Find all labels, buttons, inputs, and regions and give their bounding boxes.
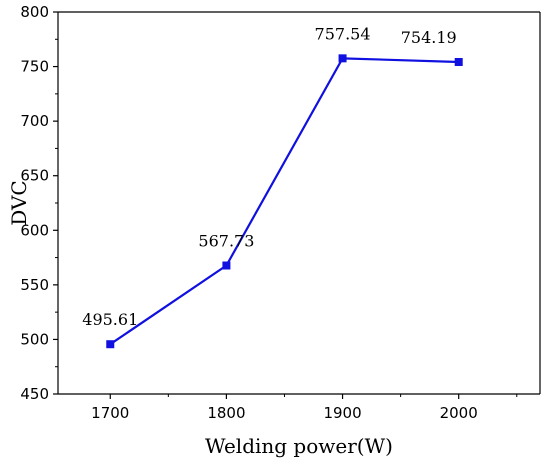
data-point-marker: [106, 340, 115, 349]
y-tick-label: 650: [20, 167, 49, 185]
y-tick-label: 500: [20, 330, 49, 348]
y-axis-ticks: 450 500 550 600 650 700 750 800: [20, 3, 58, 403]
data-labels: 495.61 567.73 757.54 754.19: [82, 24, 456, 329]
data-series: [106, 54, 463, 349]
x-tick-label: 2000: [440, 404, 478, 422]
x-axis-ticks: 1700 1800 1900 2000: [91, 394, 518, 422]
data-point-marker: [222, 261, 231, 270]
x-axis-title: Welding power(W): [205, 434, 393, 458]
x-tick-label: 1800: [207, 404, 245, 422]
y-tick-label: 450: [20, 385, 49, 403]
x-tick-label: 1700: [91, 404, 129, 422]
y-tick-label: 750: [20, 58, 49, 76]
plot-frame: [57, 11, 541, 395]
y-tick-label: 600: [20, 221, 49, 239]
data-label: 754.19: [401, 28, 457, 47]
data-point-marker: [454, 57, 463, 66]
data-label: 757.54: [315, 24, 371, 43]
y-tick-label: 550: [20, 276, 49, 294]
data-point-marker: [338, 54, 347, 63]
y-axis-title: DVC: [7, 180, 31, 225]
y-tick-label: 700: [20, 112, 49, 130]
x-tick-label: 1900: [323, 404, 361, 422]
data-label: 495.61: [82, 310, 138, 329]
y-tick-label: 800: [20, 3, 49, 21]
data-label: 567.73: [198, 232, 254, 251]
series-line: [109, 57, 459, 346]
